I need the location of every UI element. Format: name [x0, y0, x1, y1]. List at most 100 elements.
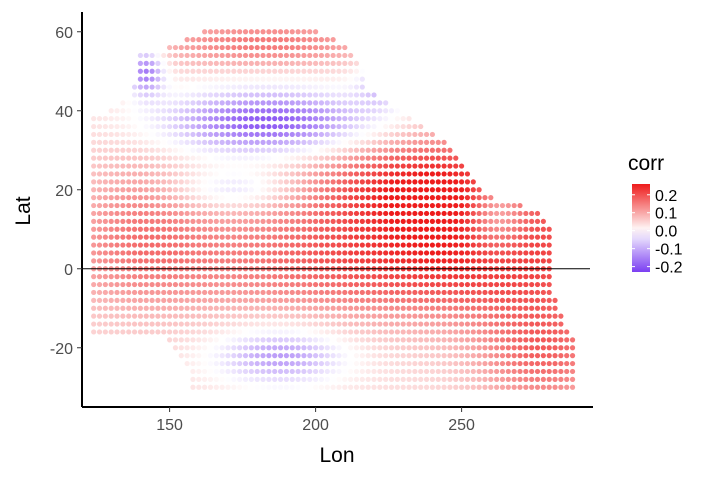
data-point [196, 376, 202, 382]
data-point [447, 329, 453, 335]
data-point [289, 202, 295, 209]
data-point [447, 353, 453, 359]
data-point [295, 376, 301, 382]
data-point [254, 289, 260, 296]
data-point [307, 155, 313, 161]
data-point [143, 179, 149, 185]
data-point [348, 337, 354, 343]
data-point [242, 274, 249, 280]
data-point [295, 250, 301, 256]
data-point [137, 179, 143, 185]
data-point [371, 155, 377, 161]
data-point [202, 305, 208, 311]
data-point [143, 52, 149, 59]
data-point [231, 147, 237, 153]
data-point [330, 360, 336, 367]
data-point [172, 305, 179, 311]
data-point [494, 202, 500, 209]
data-point [131, 147, 138, 153]
data-point [464, 368, 471, 375]
data-point [102, 313, 108, 319]
data-point [517, 360, 523, 367]
data-point [277, 274, 284, 280]
data-point [359, 321, 365, 327]
data-point [488, 242, 494, 248]
data-point [277, 234, 284, 240]
data-point [231, 44, 237, 51]
data-point [394, 384, 400, 390]
data-point [301, 242, 307, 248]
data-point [377, 360, 383, 367]
data-point [342, 100, 348, 106]
data-point [412, 226, 418, 232]
data-point [470, 297, 476, 303]
y-tick-label: 60 [55, 25, 73, 42]
data-point [161, 52, 167, 59]
data-point [371, 376, 377, 382]
data-point [511, 218, 517, 224]
data-point [120, 258, 126, 264]
data-point [219, 305, 225, 311]
data-point [172, 345, 179, 351]
data-point [283, 195, 289, 201]
data-point [324, 84, 330, 90]
data-point [453, 368, 459, 375]
data-point [324, 329, 330, 335]
data-point [313, 329, 319, 335]
data-point [283, 281, 289, 288]
data-point [295, 281, 301, 288]
data-point [482, 313, 488, 319]
data-point [137, 123, 143, 130]
data-point [488, 258, 494, 264]
data-point [488, 345, 494, 351]
data-point [277, 147, 284, 153]
data-point [552, 337, 558, 343]
data-point [348, 329, 354, 335]
data-point [184, 187, 190, 193]
data-point [254, 37, 260, 43]
data-point [213, 187, 219, 193]
data-point [371, 353, 377, 359]
data-point [272, 44, 278, 51]
data-point [283, 84, 289, 90]
data-point [161, 116, 167, 122]
data-point [488, 368, 494, 375]
data-point [161, 171, 167, 177]
data-point [219, 250, 225, 256]
data-point [488, 321, 494, 327]
data-point [202, 116, 208, 122]
data-point [248, 258, 254, 264]
data-point [225, 218, 231, 224]
data-point [143, 281, 149, 288]
data-point [91, 179, 97, 185]
data-point [330, 305, 336, 311]
data-point [406, 131, 412, 138]
data-point [313, 84, 319, 90]
data-point [307, 210, 313, 217]
data-point [266, 131, 272, 138]
data-point [523, 360, 529, 367]
data-point [330, 218, 336, 224]
data-point [277, 187, 284, 193]
data-point [137, 131, 143, 138]
data-point [272, 108, 278, 114]
data-point [196, 353, 202, 359]
data-point [330, 92, 336, 98]
data-point [476, 337, 482, 343]
data-point [412, 202, 418, 209]
data-point [564, 368, 570, 375]
data-point [400, 313, 406, 319]
data-point [377, 139, 383, 145]
data-point [161, 179, 167, 185]
data-point [202, 44, 208, 51]
data-point [184, 360, 190, 367]
data-point [353, 289, 360, 296]
data-point [423, 250, 430, 256]
data-point [184, 139, 190, 145]
data-point [102, 321, 108, 327]
data-point [353, 305, 360, 311]
data-point [202, 337, 208, 343]
data-point [254, 202, 260, 209]
data-point [336, 376, 342, 382]
data-point [342, 202, 348, 209]
